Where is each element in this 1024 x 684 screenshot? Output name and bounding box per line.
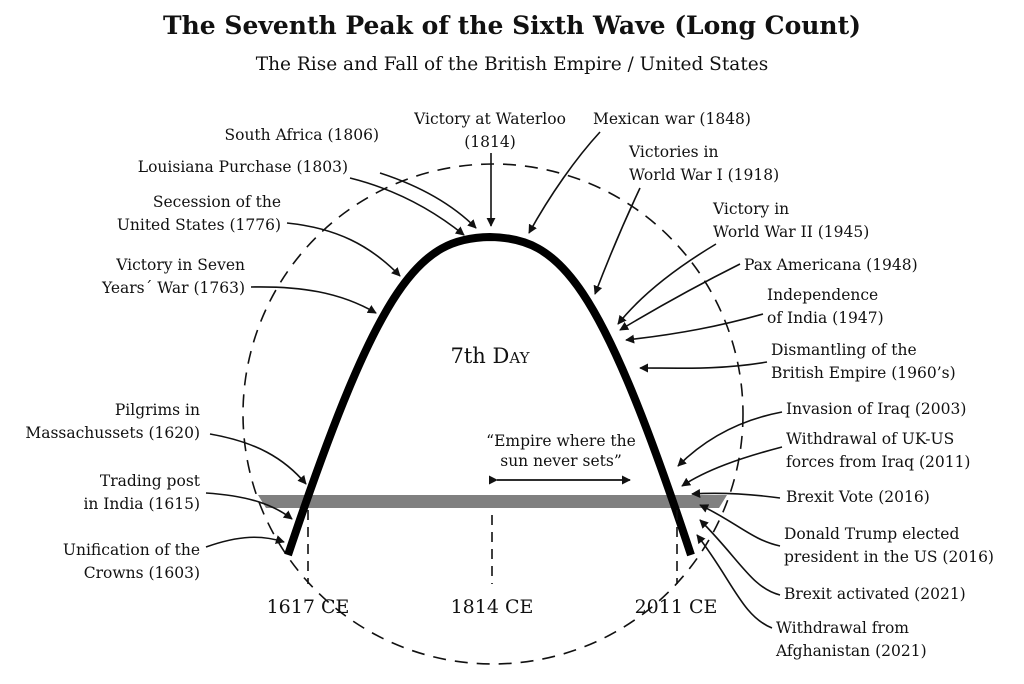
event-label-ww2-2: World War II (1945) [713,223,869,241]
arrow-south-africa [379,172,477,229]
arrow-ww1 [593,187,641,295]
event-label-pilgrims-1: Pilgrims in [115,401,200,419]
arrow-brexit-vote [691,488,781,499]
event-label-india-independence-2: of India (1947) [767,309,884,327]
event-label-trading-post-1: Trading post [100,472,201,490]
event-label-waterloo-1: Victory at Waterloo [413,110,566,128]
empire-label-line-1: “Empire where the [486,432,636,450]
event-label-pilgrims-2: Massachussets (1620) [25,424,200,442]
event-label-trump-2: president in the US (2016) [784,548,994,566]
wave-curve [284,232,695,557]
arrow-pilgrims [209,433,307,485]
arrow-unification [205,535,285,548]
event-label-secession-2: United States (1776) [117,216,281,234]
tick-label-1617: 1617 CE [267,596,350,618]
arrow-seven-years-war [250,286,377,314]
cycle-circle [242,163,744,665]
event-label-dismantling-2: British Empire (1960’s) [771,364,956,382]
event-label-india-independence-1: Independence [767,286,878,304]
tick-label-2011: 2011 CE [635,596,718,618]
event-label-brexit-vote: Brexit Vote (2016) [786,488,930,506]
event-label-pax-americana: Pax Americana (1948) [744,256,918,274]
tick-label-1814: 1814 CE [451,596,534,618]
event-label-ww1-2: World War I (1918) [629,166,779,184]
event-label-mexican-war: Mexican war (1848) [593,110,751,128]
arrow-iraq-withdrawal [681,446,783,487]
page-title: The Seventh Peak of the Sixth Wave (Long… [163,11,861,40]
arrow-mexican-war [528,131,601,234]
arrow-india-independence [625,313,764,344]
event-label-unification-2: Crowns (1603) [84,564,200,582]
arrow-pax-americana [619,263,741,331]
arrow-iraq-invasion [677,411,783,467]
event-label-ww2-1: Victory in [712,200,789,218]
empire-label-line-2: sun never sets” [500,452,622,470]
event-label-south-africa: South Africa (1806) [225,126,380,144]
arrow-trump [699,504,781,547]
event-label-brexit-activated: Brexit activated (2021) [784,585,966,603]
event-label-trump-1: Donald Trump elected [784,525,959,543]
event-label-iraq-withdrawal-1: Withdrawal of UK-US [786,430,954,448]
seventh-day-main: 7th [451,344,493,368]
event-label-trading-post-2: in India (1615) [83,495,200,513]
seventh-day-label: 7th DAY [451,344,531,368]
page-subtitle: The Rise and Fall of the British Empire … [256,54,768,75]
arrow-trading-post [205,492,293,520]
event-label-waterloo-2: (1814) [464,133,516,151]
seventh-day-initial: D [493,344,510,368]
event-label-ww1-1: Victories in [628,143,718,161]
event-label-dismantling-1: Dismantling of the [771,341,917,359]
empire-band [258,495,727,508]
event-label-afghanistan-1: Withdrawal from [776,619,909,637]
arrow-brexit-activated [699,519,781,596]
event-label-louisiana: Louisiana Purchase (1803) [138,158,348,176]
event-label-secession-1: Secession of the [153,193,281,211]
event-label-iraq-withdrawal-2: forces from Iraq (2011) [786,453,970,471]
event-label-seven-years-war-1: Victory in Seven [115,256,245,274]
arrow-afghanistan [696,534,773,629]
arrow-dismantling [639,361,768,373]
event-label-unification-1: Unification of the [63,541,200,559]
arrow-secession [286,222,401,277]
event-label-afghanistan-2: Afghanistan (2021) [775,642,927,660]
seventh-day-rest: AY [508,349,530,367]
arrow-louisiana [349,177,465,236]
event-label-seven-years-war-2: Years´ War (1763) [101,279,245,297]
arrow-ww2 [617,243,717,325]
event-label-iraq-invasion: Invasion of Iraq (2003) [786,400,966,418]
